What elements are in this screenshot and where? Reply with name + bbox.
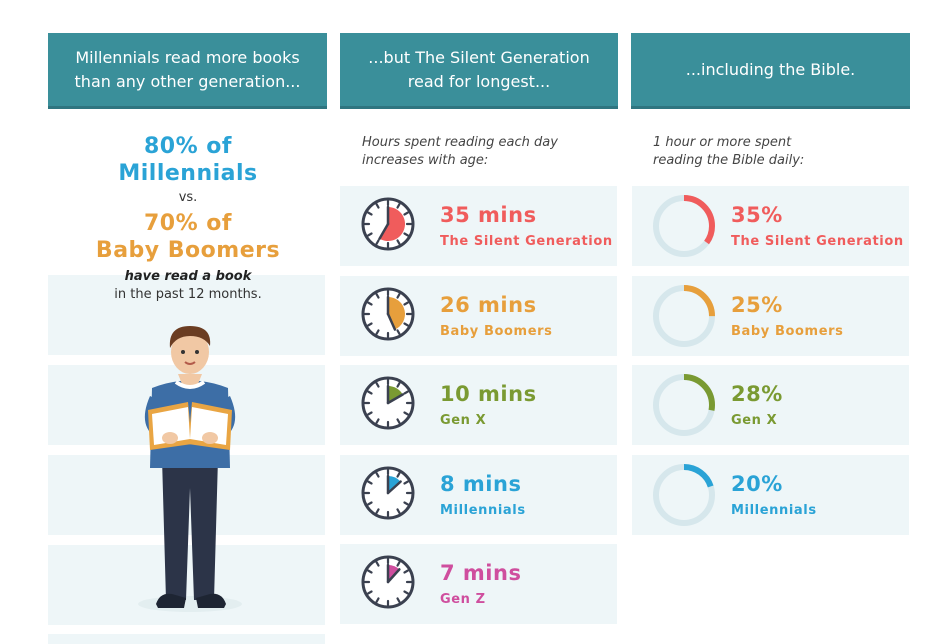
stat-line: Baby Boomers xyxy=(95,238,281,263)
donut-arc xyxy=(653,463,715,526)
header-bible: ...including the Bible. xyxy=(631,33,910,106)
generation-label: Gen X xyxy=(440,413,487,428)
subtitle-line: 1 hour or more spent xyxy=(653,135,792,150)
generation-label: The Silent Generation xyxy=(731,234,904,249)
header-millennials: Millennials read more books than any oth… xyxy=(48,33,327,106)
header-line: than any other generation... xyxy=(74,71,301,91)
subtitle-line: increases with age: xyxy=(362,153,489,168)
bible-percent-value: 28% xyxy=(731,382,783,406)
donut-arc xyxy=(653,195,715,257)
row-background xyxy=(48,634,325,644)
header-line: Millennials read more books xyxy=(75,47,300,67)
bible-percent-value: 25% xyxy=(731,292,783,317)
generation-label: Millennials xyxy=(731,502,817,518)
reading-time-value: 26 mins xyxy=(440,292,537,317)
generation-label: Millennials xyxy=(440,502,526,518)
clock-wedge xyxy=(388,386,403,403)
clock-icon xyxy=(361,555,415,609)
header-line: ...including the Bible. xyxy=(685,59,856,79)
bible-percent-value: 20% xyxy=(731,471,783,496)
reading-time-value: 8 mins xyxy=(440,471,522,496)
clock-icon xyxy=(361,197,415,251)
right-subtitle: 1 hour or more spent reading the Bible d… xyxy=(653,134,804,170)
subtitle-line: Hours spent reading each day xyxy=(362,135,558,150)
generation-label: Baby Boomers xyxy=(440,323,553,339)
caption-text: in the past 12 months. xyxy=(114,287,262,302)
donut-icon xyxy=(653,374,715,436)
donut-arc xyxy=(653,284,715,347)
stat-line: 80% of xyxy=(143,134,232,159)
donut-icon xyxy=(653,284,715,347)
clock-icon xyxy=(361,466,415,519)
vs-text: vs. xyxy=(178,190,198,205)
stat-baby-boomers: 70% of Baby Boomers xyxy=(48,210,328,264)
header-silent-generation: ...but The Silent Generation read for lo… xyxy=(340,33,618,106)
subtitle-line: reading the Bible daily: xyxy=(653,153,805,168)
caption-emphasis: have read a book xyxy=(124,269,252,284)
clock-wedge xyxy=(379,207,405,241)
header-line: ...but The Silent Generation xyxy=(368,47,590,67)
generation-label: Gen Z xyxy=(440,592,486,607)
generation-label: Gen X xyxy=(731,413,778,428)
clock-icon xyxy=(361,376,415,430)
bible-percent-value: 35% xyxy=(731,203,783,227)
stat-line: Millennials xyxy=(118,161,258,186)
stat-line: 70% of xyxy=(143,211,232,236)
stat-millennials: 80% of Millennials xyxy=(48,133,328,187)
donut-icon xyxy=(653,195,715,257)
man-reading-illustration xyxy=(138,326,242,612)
reading-time-value: 7 mins xyxy=(440,561,522,585)
reading-time-value: 10 mins xyxy=(440,382,537,406)
reading-time-value: 35 mins xyxy=(440,203,537,227)
generation-label: Baby Boomers xyxy=(731,323,844,339)
header-line: read for longest... xyxy=(407,71,551,91)
middle-subtitle: Hours spent reading each day increases w… xyxy=(362,134,558,170)
clock-icon xyxy=(361,287,415,340)
generation-label: The Silent Generation xyxy=(440,234,613,249)
donut-icon xyxy=(653,463,715,526)
donut-arc xyxy=(653,374,715,436)
